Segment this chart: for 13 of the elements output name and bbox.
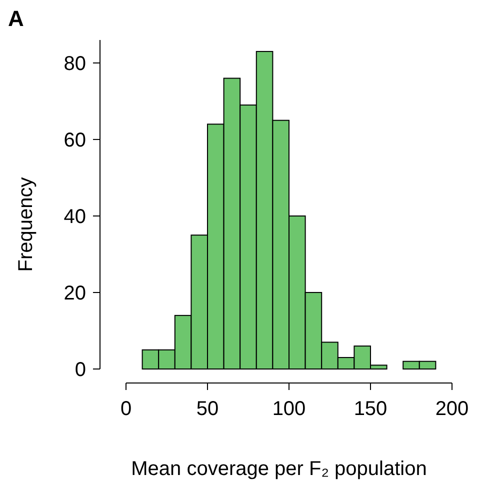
x-tick-label: 0 — [120, 398, 132, 420]
y-tick-label: 40 — [64, 206, 86, 228]
x-tick-label: 200 — [435, 398, 469, 420]
x-tick-label: 150 — [354, 398, 388, 420]
y-tick-label: 0 — [74, 359, 86, 381]
x-tick-label: 50 — [196, 398, 219, 420]
y-tick-label: 60 — [64, 129, 86, 152]
chart-title: A — [8, 6, 24, 31]
x-tick-label: 100 — [272, 398, 306, 420]
x-axis-title: Mean coverage per F₂ population — [131, 458, 427, 480]
y-tick-label: 20 — [64, 282, 86, 304]
y-axis-title: Frequency — [15, 177, 37, 272]
y-tick-label: 80 — [64, 52, 86, 75]
